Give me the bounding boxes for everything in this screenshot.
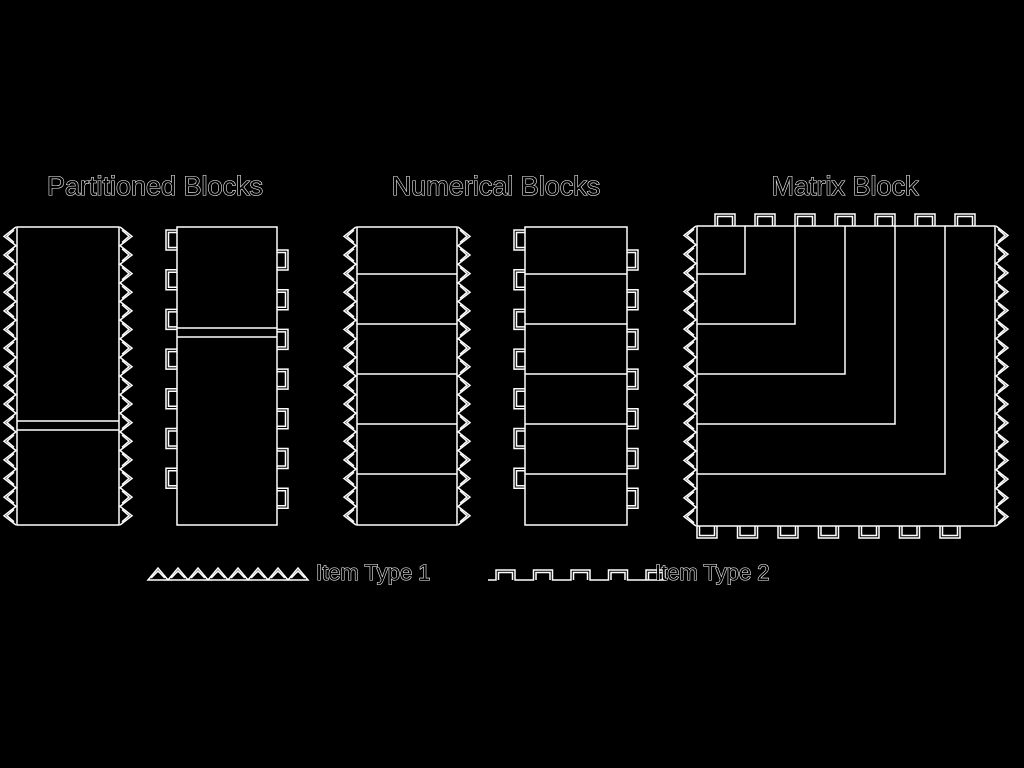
title-matrix-block: Matrix Block bbox=[771, 171, 919, 201]
numerical-block-triangle bbox=[342, 226, 472, 526]
partitioned-block-tab bbox=[165, 226, 289, 526]
legend-label-type-1: Item Type 1 bbox=[316, 560, 431, 585]
tab-item-swatch bbox=[488, 569, 666, 581]
right-triangle-items bbox=[118, 226, 134, 526]
title-numerical-blocks: Numerical Blocks bbox=[392, 171, 601, 201]
title-partitioned-blocks: Partitioned Blocks bbox=[47, 171, 263, 201]
left-tab-items bbox=[513, 229, 525, 489]
left-triangle-items bbox=[342, 226, 358, 526]
bottom-tab-items bbox=[696, 526, 961, 539]
left-tab-items bbox=[165, 229, 177, 489]
legend-item-type-2: Item Type 2 bbox=[488, 559, 770, 586]
right-tab-items bbox=[627, 249, 639, 509]
right-triangle-items bbox=[994, 225, 1010, 527]
top-tab-items bbox=[714, 213, 976, 226]
matrix-block bbox=[682, 213, 1010, 539]
left-triangle-items bbox=[682, 225, 698, 527]
right-tab-items bbox=[277, 249, 289, 509]
partitioned-block-triangle bbox=[2, 226, 134, 526]
right-triangle-items bbox=[456, 226, 472, 526]
numerical-block-tab bbox=[513, 226, 639, 526]
triangle-item-swatch bbox=[146, 566, 310, 582]
legend-item-type-1: Item Type 1 bbox=[146, 559, 431, 586]
legend: Item Type 1 Item Type 2 bbox=[146, 559, 770, 586]
legend-label-type-2: Item Type 2 bbox=[655, 560, 770, 585]
left-triangle-items bbox=[2, 226, 18, 526]
